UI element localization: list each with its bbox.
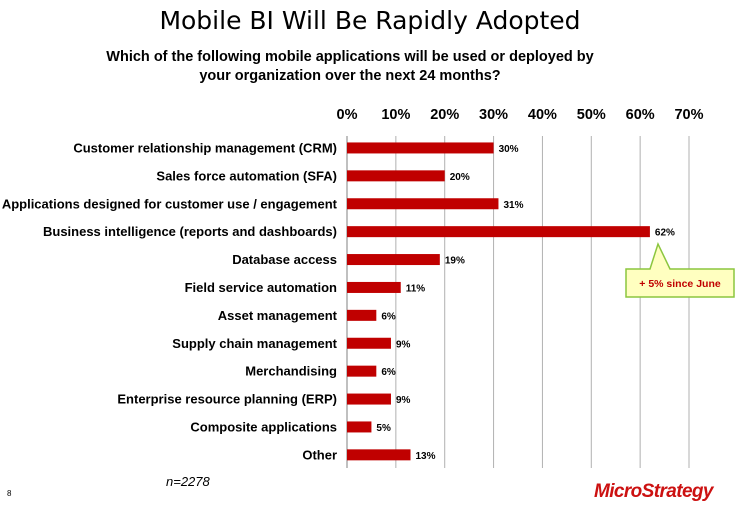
- category-label: Merchandising: [245, 364, 337, 379]
- value-label: 6%: [381, 367, 396, 378]
- sample-size: n=2278: [166, 474, 210, 489]
- x-tick-label: 0%: [337, 107, 358, 123]
- category-label: Supply chain management: [172, 336, 337, 351]
- category-label: Other: [302, 447, 337, 462]
- bar: [347, 449, 411, 461]
- subtitle-line-2: your organization over the next 24 month…: [199, 68, 501, 84]
- bars: [347, 142, 650, 461]
- x-tick-label: 10%: [381, 107, 410, 123]
- gridlines: [346, 136, 690, 468]
- bar: [347, 254, 440, 266]
- slide-title: Mobile BI Will Be Rapidly Adopted: [159, 6, 581, 35]
- category-label: Business intelligence (reports and dashb…: [43, 224, 337, 239]
- value-label: 5%: [376, 423, 391, 434]
- bar: [347, 281, 401, 293]
- chart-subtitle: Which of the following mobile applicatio…: [60, 48, 640, 86]
- x-tick-label: 60%: [626, 107, 655, 123]
- category-label: Database access: [232, 252, 337, 267]
- bar: [347, 142, 494, 154]
- value-labels: 30% 20% 31% 62% 19% 11% 6% 9% 6% 9% 5% 13%: [376, 144, 675, 462]
- value-label: 6%: [381, 311, 396, 322]
- value-label: 19%: [445, 256, 465, 267]
- subtitle-line-1: Which of the following mobile applicatio…: [106, 49, 594, 65]
- x-axis-ticks: 0% 10% 20% 30% 40% 50% 60% 70%: [337, 107, 704, 123]
- bar: [347, 365, 377, 377]
- value-label: 9%: [396, 395, 411, 406]
- bar: [347, 198, 499, 210]
- microstrategy-logo: MicroStrategy: [594, 481, 714, 502]
- annotation-callout: + 5% since June: [625, 241, 735, 298]
- category-label: Sales force automation (SFA): [156, 168, 337, 183]
- value-label: 11%: [406, 283, 426, 294]
- value-label: 30%: [499, 144, 519, 155]
- callout-shape: [625, 241, 735, 298]
- category-label: Enterprise resource planning (ERP): [117, 392, 337, 407]
- bar: [347, 170, 445, 182]
- x-tick-label: 70%: [674, 107, 703, 123]
- value-label: 62%: [655, 228, 675, 239]
- category-label: Customer relationship management (CRM): [73, 140, 337, 155]
- category-label: Composite applications: [190, 419, 337, 434]
- x-tick-label: 30%: [479, 107, 508, 123]
- bar: [347, 226, 650, 238]
- value-label: 13%: [416, 451, 436, 462]
- bar: [347, 421, 372, 433]
- page-number: 8: [7, 489, 12, 498]
- x-tick-label: 40%: [528, 107, 557, 123]
- category-label: Applications designed for customer use /…: [2, 196, 338, 211]
- category-label: Field service automation: [185, 280, 337, 295]
- value-label: 9%: [396, 339, 411, 350]
- x-tick-label: 20%: [430, 107, 459, 123]
- callout-text: + 5% since June: [639, 278, 721, 290]
- value-label: 20%: [450, 172, 470, 183]
- bar: [347, 393, 391, 405]
- bar: [347, 337, 391, 349]
- value-label: 31%: [503, 200, 523, 211]
- category-label: Asset management: [218, 308, 338, 323]
- bar: [347, 309, 377, 321]
- category-labels: Customer relationship management (CRM) Sa…: [2, 140, 338, 462]
- x-tick-label: 50%: [577, 107, 606, 123]
